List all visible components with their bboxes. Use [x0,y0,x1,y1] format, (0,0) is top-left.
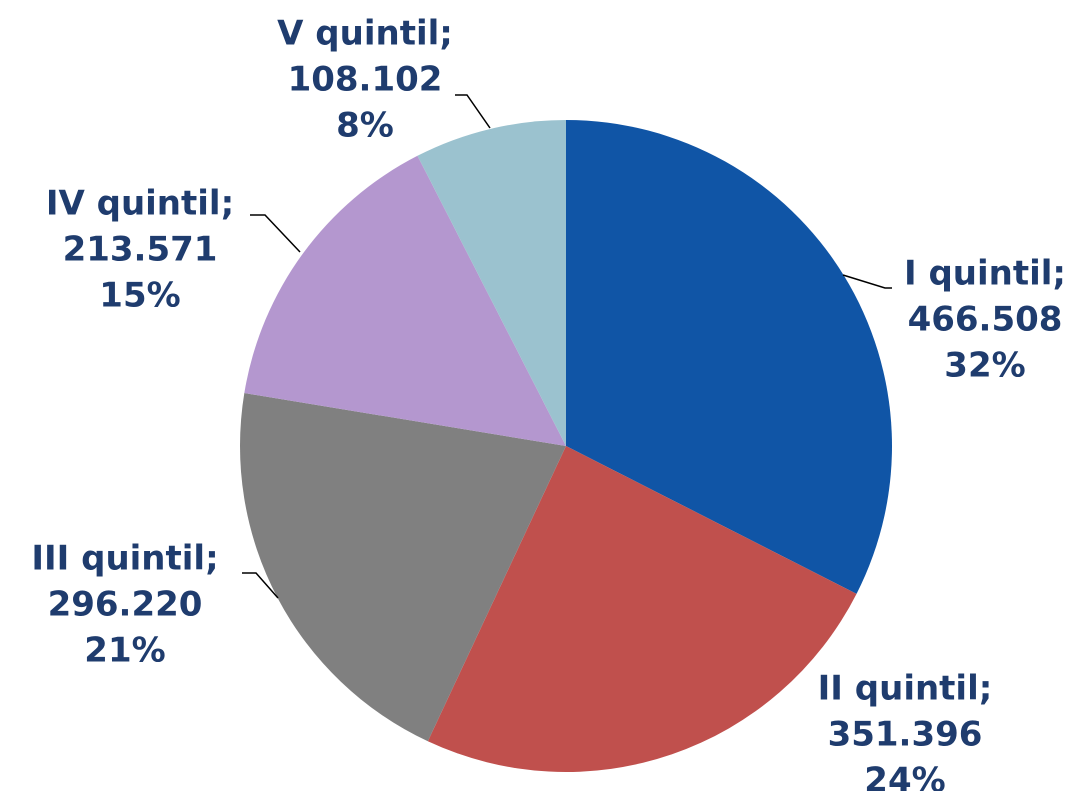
percentage-label: 21% [84,631,165,671]
value-label: 108.102 [288,60,443,100]
category-label: II quintil; [818,669,993,709]
category-label: I quintil; [904,254,1066,294]
leader-line [842,274,892,289]
pie-slice [417,120,566,446]
percentage-label: 15% [99,276,180,316]
slices [239,120,892,772]
leader-line [242,572,279,599]
pie-slice [427,446,857,772]
value-label: 351.396 [828,715,983,755]
value-label: 296.220 [48,585,203,625]
labels: I quintil; 466.508 32% II quintil; 351.396 24… [31,14,1066,791]
percentage-label: 8% [336,106,394,146]
pie-slice [239,393,566,742]
leader-line [250,214,301,253]
pie-slice [566,120,892,594]
pie-slice [244,155,566,446]
category-label: V quintil; [277,14,453,54]
category-label: III quintil; [31,539,218,579]
category-label: IV quintil; [46,184,234,224]
value-label: 213.571 [63,230,218,270]
percentage-label: 24% [864,761,945,791]
leader-line [455,94,491,129]
percentage-label: 32% [944,346,1025,386]
value-label: 466.508 [908,300,1063,340]
